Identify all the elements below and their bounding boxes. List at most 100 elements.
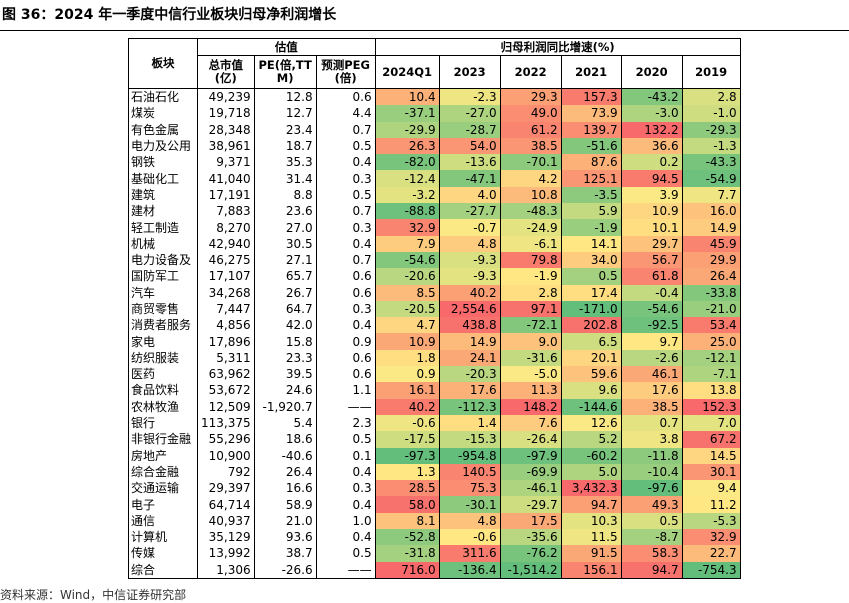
cell: 10,900 (197, 447, 255, 464)
cell: 18.7 (253, 137, 317, 155)
cell: 91.5 (560, 545, 622, 562)
cell: 38.7 (253, 545, 317, 562)
cell: -27.0 (438, 105, 501, 122)
cell: -9.3 (438, 268, 501, 285)
sector-name: 钢铁 (128, 154, 198, 171)
cell: -97.9 (499, 447, 562, 464)
cell: -82.0 (374, 154, 440, 171)
cell: 75.3 (438, 480, 501, 497)
cell: 58.9 (253, 496, 317, 513)
cell: 10.9 (620, 203, 683, 220)
cell: 13,992 (197, 545, 255, 562)
sector-name: 石油石化 (128, 88, 198, 106)
cell: 0.6 (315, 88, 376, 106)
cell: -51.6 (560, 137, 622, 155)
cell: -48.3 (499, 203, 562, 220)
cell: 8,270 (197, 219, 255, 236)
table-row: 有色金属 28,348 23.4 0.7 -29.9 -28.7 61.2 139.7 132.… (128, 121, 741, 138)
cell: -13.6 (438, 154, 501, 171)
cell: -1,514.2 (499, 561, 562, 579)
sector-name: 建材 (128, 203, 198, 220)
cell: 40.2 (438, 284, 501, 301)
cell: 9.4 (681, 480, 741, 497)
cell: 9,371 (197, 154, 255, 171)
cell: -28.7 (438, 121, 501, 138)
table-row: 电力设备及 46,275 27.1 0.7 -54.6 -9.3 79.8 34.0 56.7 2… (128, 251, 741, 269)
cell: -3.2 (374, 186, 440, 204)
cell: 4.0 (438, 186, 501, 204)
cell: 4.8 (438, 235, 501, 252)
table-row: 医药 63,962 39.5 0.6 0.9 -20.3 -5.0 59.6 46.1 -7.1 (128, 366, 741, 383)
cell: 11.2 (681, 496, 741, 513)
column-header: 2019 (681, 55, 741, 89)
cell: -136.4 (438, 561, 501, 579)
column-header: 2020 (620, 55, 683, 89)
cell: 1.8 (374, 349, 440, 367)
cell: 38.5 (499, 137, 562, 155)
cell: -12.4 (374, 170, 440, 187)
cell: -12.1 (681, 349, 741, 367)
sector-name: 汽车 (128, 284, 198, 301)
cell: -88.8 (374, 203, 440, 220)
cell: -15.3 (438, 431, 501, 448)
cell: 28,348 (197, 121, 255, 138)
cell: 0.6 (315, 268, 376, 285)
cell: -26.4 (499, 431, 562, 448)
cell: -1.0 (681, 105, 741, 122)
cell: 0.3 (315, 300, 376, 318)
cell: -69.9 (499, 463, 562, 481)
cell: 0.1 (315, 447, 376, 464)
cell: 64.7 (253, 300, 317, 318)
cell: 17.5 (499, 512, 562, 530)
cell: 8.8 (253, 186, 317, 204)
cell: -46.1 (499, 480, 562, 497)
sector-name: 交通运输 (128, 480, 198, 497)
cell: 202.8 (560, 317, 622, 334)
sector-name: 商贸零售 (128, 300, 198, 318)
cell: 46.1 (620, 366, 683, 383)
cell: 12,509 (197, 398, 255, 415)
sector-name: 基础化工 (128, 170, 198, 187)
cell: 1.0 (315, 512, 376, 530)
table-row: 基础化工 41,040 31.4 0.3 -12.4 -47.1 4.2 125.1 94.5-… (128, 170, 741, 187)
cell: -0.6 (438, 529, 501, 546)
sector-name: 医药 (128, 366, 198, 383)
cell: -30.1 (438, 496, 501, 513)
cell: 73.9 (560, 105, 622, 122)
cell: 152.3 (681, 398, 741, 415)
cell: 0.6 (315, 366, 376, 383)
cell: -24.9 (499, 219, 562, 236)
cell: -5.0 (499, 366, 562, 383)
cell: 12.6 (560, 414, 622, 432)
cell: 4,856 (197, 317, 255, 334)
cell: 14.9 (438, 333, 501, 350)
cell: -31.6 (499, 349, 562, 367)
cell: -92.5 (620, 317, 683, 334)
cell: 17,896 (197, 333, 255, 350)
cell: 2.8 (499, 284, 562, 301)
cell: -21.0 (681, 300, 741, 318)
cell: 24.6 (253, 382, 317, 399)
table-row: 建材 7,883 23.6 0.7 -88.8 -27.7 -48.3 5.9 10.9 16.0 (128, 203, 741, 220)
table-row: 非银行金融 55,296 18.6 0.5 -17.5 -15.3 -26.4 5.2 3.8 6… (128, 431, 741, 448)
column-header: 板块 (128, 38, 198, 89)
cell: 42.0 (253, 317, 317, 334)
sector-name: 综合金融 (128, 463, 198, 481)
cell: -954.8 (438, 447, 501, 464)
cell: -1.9 (560, 219, 622, 236)
cell: 7,883 (197, 203, 255, 220)
sector-name: 纺织服装 (128, 349, 198, 367)
cell: 113,375 (197, 414, 255, 432)
cell: 311.6 (438, 545, 501, 562)
cell: 42,940 (197, 235, 255, 252)
group-header: 归母利润同比增速(%) (374, 38, 741, 56)
cell: -9.3 (438, 251, 501, 269)
cell: -27.7 (438, 203, 501, 220)
cell: -8.7 (620, 529, 683, 546)
cell: -144.6 (560, 398, 622, 415)
cell: 32.9 (374, 219, 440, 236)
cell: 1,306 (197, 561, 255, 579)
cell: 0.4 (315, 529, 376, 546)
cell: 29.7 (620, 235, 683, 252)
